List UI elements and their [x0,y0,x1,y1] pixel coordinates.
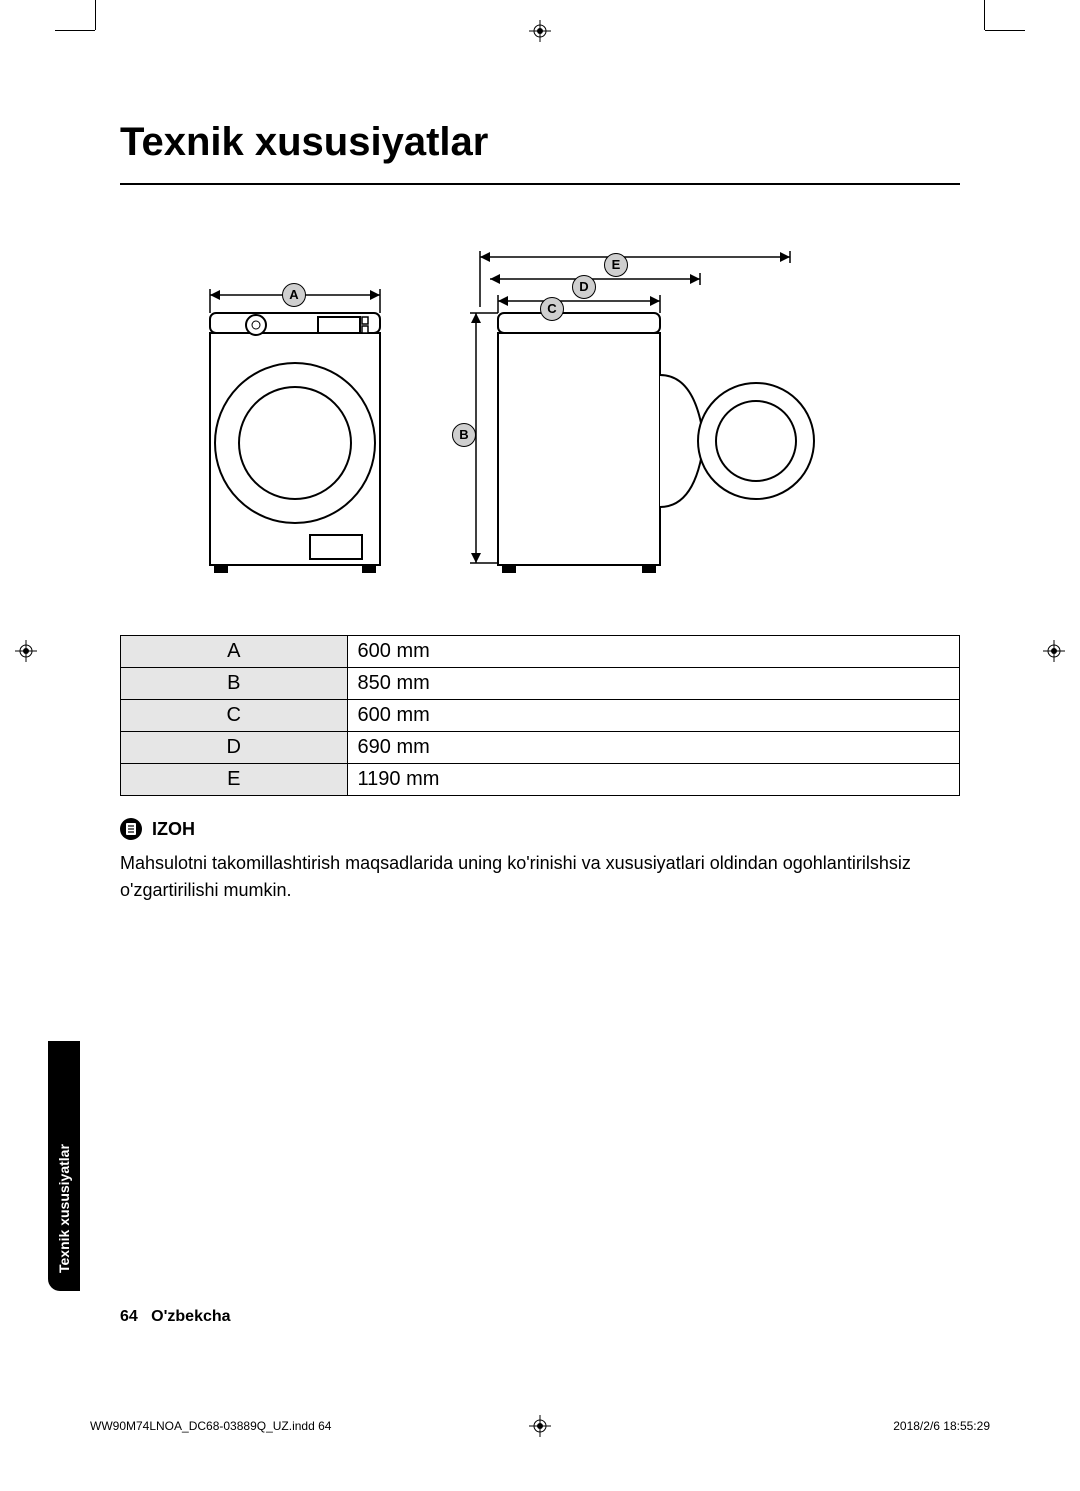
dimensions-table: A600 mm B850 mm C600 mm D690 mm E1190 mm [120,635,960,796]
crop-mark [95,0,96,30]
page-number: 64 [120,1308,138,1325]
imprint-file: WW90M74LNOA_DC68-03889Q_UZ.indd 64 [90,1419,331,1433]
table-row: B850 mm [121,668,960,700]
note-icon [120,818,142,840]
dimensions-diagram: A B C D E [120,245,960,605]
table-row: D690 mm [121,732,960,764]
table-row: E1190 mm [121,764,960,796]
registration-mark-icon [15,640,37,662]
table-row: C600 mm [121,700,960,732]
dim-key: E [121,764,348,796]
crop-mark [984,0,985,30]
dim-value: 600 mm [347,700,959,732]
dim-label-a: A [282,283,306,307]
dim-key: D [121,732,348,764]
note-heading: IZOH [120,818,960,840]
page-language: O'zbekcha [151,1308,230,1325]
dim-label-d: D [572,275,596,299]
imprint-date: 2018/2/6 18:55:29 [893,1419,990,1433]
dim-value: 690 mm [347,732,959,764]
dim-label-c: C [540,297,564,321]
registration-mark-icon [529,1415,551,1437]
page-footer: 64 O'zbekcha [120,1308,231,1326]
dim-key: A [121,636,348,668]
dim-value: 600 mm [347,636,959,668]
registration-mark-icon [1043,640,1065,662]
table-row: A600 mm [121,636,960,668]
crop-mark [55,30,95,31]
note-heading-label: IZOH [152,819,195,840]
dim-label-b: B [452,423,476,447]
dim-key: C [121,700,348,732]
dim-key: B [121,668,348,700]
note-body: Mahsulotni takomillashtirish maqsadlarid… [120,850,960,904]
registration-mark-icon [529,20,551,42]
dim-value: 1190 mm [347,764,959,796]
dim-value: 850 mm [347,668,959,700]
crop-mark [985,30,1025,31]
section-tab: Texnik xususiyatlar [48,1041,80,1291]
page-title: Texnik xususiyatlar [120,120,960,185]
dim-label-e: E [604,253,628,277]
